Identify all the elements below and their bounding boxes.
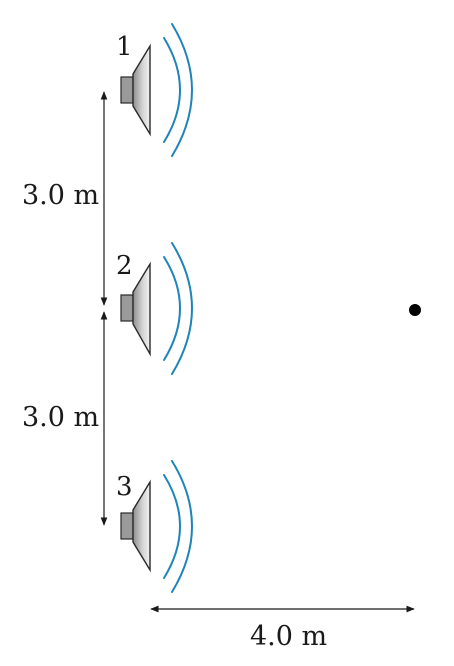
speaker-3-wave-inner (163, 474, 181, 579)
speaker-2-label: 2 (116, 251, 133, 281)
speaker-2: 2 (116, 242, 193, 375)
speaker-3-cone (132, 479, 151, 573)
speaker-1-magnet (120, 76, 134, 104)
speaker-1-wave-outer (171, 23, 193, 157)
distance-label: 4.0 m (250, 621, 327, 652)
spacing-label-1-2: 3.0 m (22, 180, 99, 211)
speaker-1: 1 (116, 23, 193, 157)
speaker-1-cone (132, 43, 151, 137)
speaker-2-wave-outer (171, 242, 193, 375)
speaker-2-magnet (120, 294, 134, 322)
speaker-1-label: 1 (116, 32, 133, 62)
speaker-1-wave-inner (163, 37, 181, 143)
speaker-2-cone (132, 261, 151, 357)
speaker-3: 3 (116, 460, 193, 593)
spacing-label-2-3: 3.0 m (22, 402, 99, 433)
speaker-3-label: 3 (116, 472, 133, 502)
observation-point (409, 304, 421, 316)
speaker-2-wave-inner (163, 256, 181, 361)
speaker-3-magnet (120, 512, 134, 540)
speaker-3-wave-outer (171, 460, 193, 593)
